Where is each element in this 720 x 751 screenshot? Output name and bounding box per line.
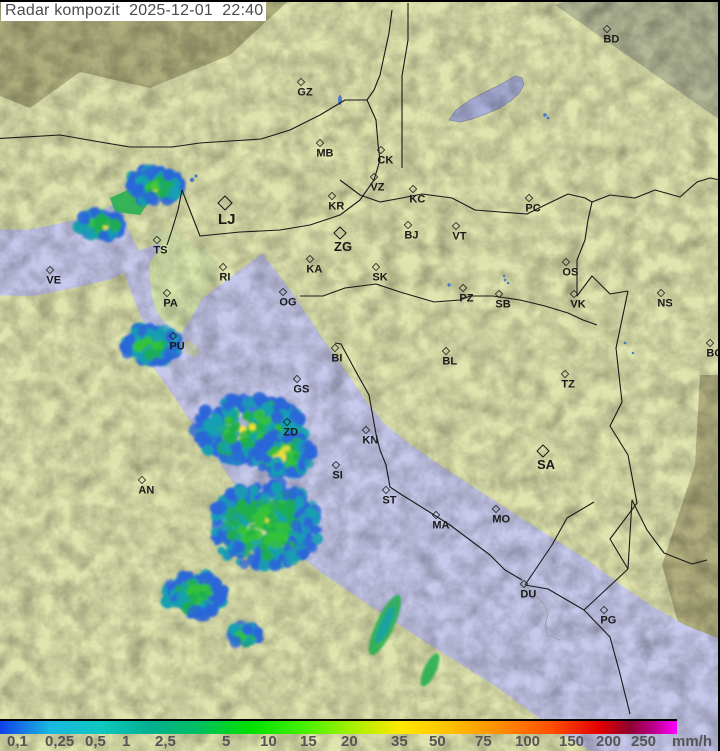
svg-text:VK: VK bbox=[570, 299, 585, 311]
svg-text:RI: RI bbox=[219, 272, 230, 284]
svg-text:BL: BL bbox=[442, 356, 457, 368]
svg-text:OS: OS bbox=[562, 267, 578, 279]
svg-text:ST: ST bbox=[382, 495, 396, 507]
svg-text:ZD: ZD bbox=[283, 427, 298, 439]
svg-text:PC: PC bbox=[525, 203, 540, 215]
svg-text:KR: KR bbox=[328, 201, 344, 213]
svg-text:BG: BG bbox=[706, 348, 720, 360]
svg-text:BI: BI bbox=[331, 353, 342, 365]
svg-text:CK: CK bbox=[377, 155, 393, 167]
svg-text:KN: KN bbox=[362, 435, 378, 447]
svg-text:PA: PA bbox=[163, 298, 178, 310]
svg-text:PZ: PZ bbox=[459, 293, 473, 305]
svg-text:KA: KA bbox=[306, 264, 322, 276]
svg-text:VT: VT bbox=[452, 231, 466, 243]
svg-text:SB: SB bbox=[495, 299, 510, 311]
svg-text:TS: TS bbox=[153, 245, 167, 257]
svg-text:AN: AN bbox=[138, 485, 154, 497]
svg-text:VZ: VZ bbox=[370, 182, 384, 194]
svg-text:SI: SI bbox=[332, 470, 342, 482]
svg-text:GZ: GZ bbox=[297, 87, 313, 99]
svg-text:SK: SK bbox=[372, 272, 387, 284]
svg-text:NS: NS bbox=[657, 298, 672, 310]
svg-text:OG: OG bbox=[279, 297, 296, 309]
svg-text:MA: MA bbox=[432, 520, 449, 532]
svg-text:MO: MO bbox=[492, 514, 510, 526]
svg-text:PG: PG bbox=[600, 615, 616, 627]
svg-text:LJ: LJ bbox=[218, 211, 236, 228]
svg-text:PU: PU bbox=[169, 341, 184, 353]
svg-text:KC: KC bbox=[409, 194, 425, 206]
svg-text:ZG: ZG bbox=[334, 239, 352, 254]
svg-text:MB: MB bbox=[316, 148, 333, 160]
svg-text:GS: GS bbox=[293, 384, 309, 396]
svg-text:BJ: BJ bbox=[404, 230, 418, 242]
svg-text:SA: SA bbox=[537, 457, 556, 472]
svg-text:TZ: TZ bbox=[561, 379, 575, 391]
svg-text:DU: DU bbox=[520, 589, 536, 601]
svg-text:BD: BD bbox=[603, 34, 619, 46]
svg-text:VE: VE bbox=[46, 275, 61, 287]
